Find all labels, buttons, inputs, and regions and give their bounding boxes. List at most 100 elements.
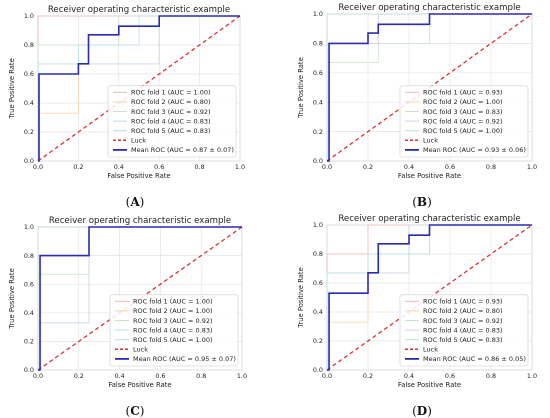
- x-tick-label: 0.2: [363, 163, 373, 171]
- panel-label: (B): [412, 195, 432, 209]
- x-tick-label: 0.0: [322, 372, 332, 380]
- chart-title: Receiver operating characteristic exampl…: [49, 216, 231, 226]
- panel-label: (A): [126, 195, 145, 209]
- y-tick-label: 0.8: [313, 250, 323, 258]
- x-tick-label: 0.4: [404, 163, 414, 171]
- legend-entry: ROC fold 1 (AUC = 1.00): [131, 89, 211, 97]
- legend-entry: ROC fold 2 (AUC = 1.00): [133, 307, 213, 315]
- y-tick-label: 0.0: [24, 366, 34, 374]
- x-tick-label: 0.6: [445, 372, 455, 380]
- legend-entry: ROC fold 3 (AUC = 0.92): [133, 317, 213, 325]
- chart-title: Receiver operating characteristic exampl…: [338, 3, 520, 13]
- x-axis-label: False Positive Rate: [398, 172, 461, 180]
- y-tick-label: 0.0: [24, 157, 34, 165]
- legend-entry: ROC fold 4 (AUC = 0.83): [423, 326, 503, 334]
- x-tick-label: 0.6: [154, 163, 164, 171]
- x-axis-label: False Positive Rate: [108, 381, 171, 389]
- y-tick-label: 0.6: [24, 70, 34, 78]
- legend-entry: Luck: [133, 346, 148, 354]
- x-tick-label: 1.0: [235, 163, 245, 171]
- x-tick-label: 0.0: [322, 163, 332, 171]
- series-line-7: [38, 226, 242, 371]
- legend-entry: Mean ROC (AUC = 0.86 ± 0.05): [423, 355, 526, 363]
- y-tick-label: 0.2: [24, 338, 34, 346]
- x-tick-label: 1.0: [527, 372, 537, 380]
- y-tick-label: 1.0: [24, 223, 34, 231]
- legend-entry: ROC fold 1 (AUC = 0.93): [423, 298, 503, 306]
- legend-entry: ROC fold 5 (AUC = 0.83): [423, 336, 503, 344]
- legend-box: [399, 85, 529, 158]
- legend-entry: ROC fold 2 (AUC = 1.00): [423, 98, 503, 106]
- legend-entry: ROC fold 4 (AUC = 0.83): [133, 326, 213, 334]
- legend-entry: ROC fold 5 (AUC = 1.00): [133, 336, 213, 344]
- roc-panel-d: 0.0 0.2 0.4 0.6 0.8 1.0 0.0 0.2 0.4 0.6 0.8 1.0 Rece…: [297, 214, 537, 418]
- legend: ROC fold 1 (AUC = 1.00)ROC fold 2 (AUC =…: [109, 294, 239, 367]
- y-tick-label: 0.6: [313, 279, 323, 287]
- x-tick-label: 0.0: [33, 163, 43, 171]
- y-tick-label: 0.6: [24, 280, 34, 288]
- x-tick-label: 0.6: [445, 163, 455, 171]
- y-axis-label: True Positive Rate: [8, 58, 16, 120]
- y-tick-label: 1.0: [313, 10, 323, 18]
- y-tick-label: 0.6: [313, 69, 323, 77]
- y-tick-label: 0.0: [313, 157, 323, 165]
- panel-label: (D): [412, 404, 432, 418]
- chart-title: Receiver operating characteristic exampl…: [48, 5, 230, 15]
- y-tick-label: 0.8: [24, 252, 34, 260]
- y-tick-label: 0.0: [313, 366, 323, 374]
- panel-label: (C): [126, 404, 145, 418]
- x-axis-label: False Positive Rate: [398, 381, 461, 389]
- legend-entry: ROC fold 1 (AUC = 1.00): [133, 298, 213, 306]
- legend-entry: Mean ROC (AUC = 0.93 ± 0.06): [423, 146, 526, 154]
- y-tick-label: 0.4: [24, 99, 34, 107]
- y-axis-label: True Positive Rate: [8, 268, 16, 330]
- legend-entry: ROC fold 2 (AUC = 0.80): [423, 307, 503, 315]
- legend-entry: ROC fold 5 (AUC = 1.00): [423, 127, 503, 135]
- legend: ROC fold 1 (AUC = 1.00)ROC fold 2 (AUC =…: [107, 85, 237, 158]
- y-axis-label: True Positive Rate: [297, 267, 305, 329]
- x-axis-label: False Positive Rate: [107, 172, 170, 180]
- legend-entry: Luck: [423, 346, 438, 354]
- y-tick-label: 1.0: [24, 12, 34, 20]
- legend-entry: Mean ROC (AUC = 0.95 ± 0.07): [133, 355, 236, 363]
- legend-entry: ROC fold 2 (AUC = 0.80): [131, 98, 211, 106]
- x-tick-label: 0.8: [486, 163, 496, 171]
- y-tick-label: 0.4: [313, 308, 323, 316]
- legend-entry: ROC fold 1 (AUC = 0.93): [423, 89, 503, 97]
- x-tick-label: 0.4: [404, 372, 414, 380]
- legend: ROC fold 1 (AUC = 0.93)ROC fold 2 (AUC =…: [399, 85, 529, 158]
- x-tick-label: 1.0: [527, 163, 537, 171]
- legend-entry: Luck: [423, 137, 438, 145]
- x-tick-label: 0.2: [74, 372, 84, 380]
- x-tick-label: 0.2: [363, 372, 373, 380]
- legend-box: [399, 294, 529, 367]
- series-line-7: [327, 13, 532, 162]
- x-tick-label: 0.6: [155, 372, 165, 380]
- x-tick-label: 0.0: [33, 372, 43, 380]
- legend-entry: ROC fold 3 (AUC = 0.92): [423, 317, 503, 325]
- y-tick-label: 0.2: [313, 337, 323, 345]
- y-tick-label: 0.8: [24, 41, 34, 49]
- legend-entry: ROC fold 3 (AUC = 0.92): [131, 108, 211, 116]
- roc-panel-a: 0.0 0.2 0.4 0.6 0.8 1.0 0.0 0.2 0.4 0.6 0.8 1.0 Rece…: [8, 5, 245, 209]
- legend-entry: Mean ROC (AUC = 0.87 ± 0.07): [131, 146, 234, 154]
- series-line-7: [327, 224, 532, 371]
- x-tick-label: 0.2: [73, 163, 83, 171]
- legend-entry: ROC fold 4 (AUC = 0.83): [131, 117, 211, 125]
- y-tick-label: 0.4: [313, 98, 323, 106]
- legend-entry: Luck: [131, 137, 146, 145]
- y-tick-label: 0.2: [313, 128, 323, 136]
- x-tick-label: 1.0: [237, 372, 247, 380]
- x-tick-label: 0.4: [115, 372, 125, 380]
- x-tick-label: 0.8: [196, 372, 206, 380]
- series-line-7: [38, 15, 240, 162]
- x-tick-label: 0.8: [486, 372, 496, 380]
- legend: ROC fold 1 (AUC = 0.93)ROC fold 2 (AUC =…: [399, 294, 529, 367]
- legend-entry: ROC fold 4 (AUC = 0.92): [423, 117, 503, 125]
- legend-box: [109, 294, 239, 367]
- roc-panel-c: 0.0 0.2 0.4 0.6 0.8 1.0 0.0 0.2 0.4 0.6 0.8 1.0 Rece…: [8, 216, 247, 418]
- y-tick-label: 0.2: [24, 128, 34, 136]
- y-axis-label: True Positive Rate: [297, 57, 305, 119]
- x-tick-label: 0.4: [114, 163, 124, 171]
